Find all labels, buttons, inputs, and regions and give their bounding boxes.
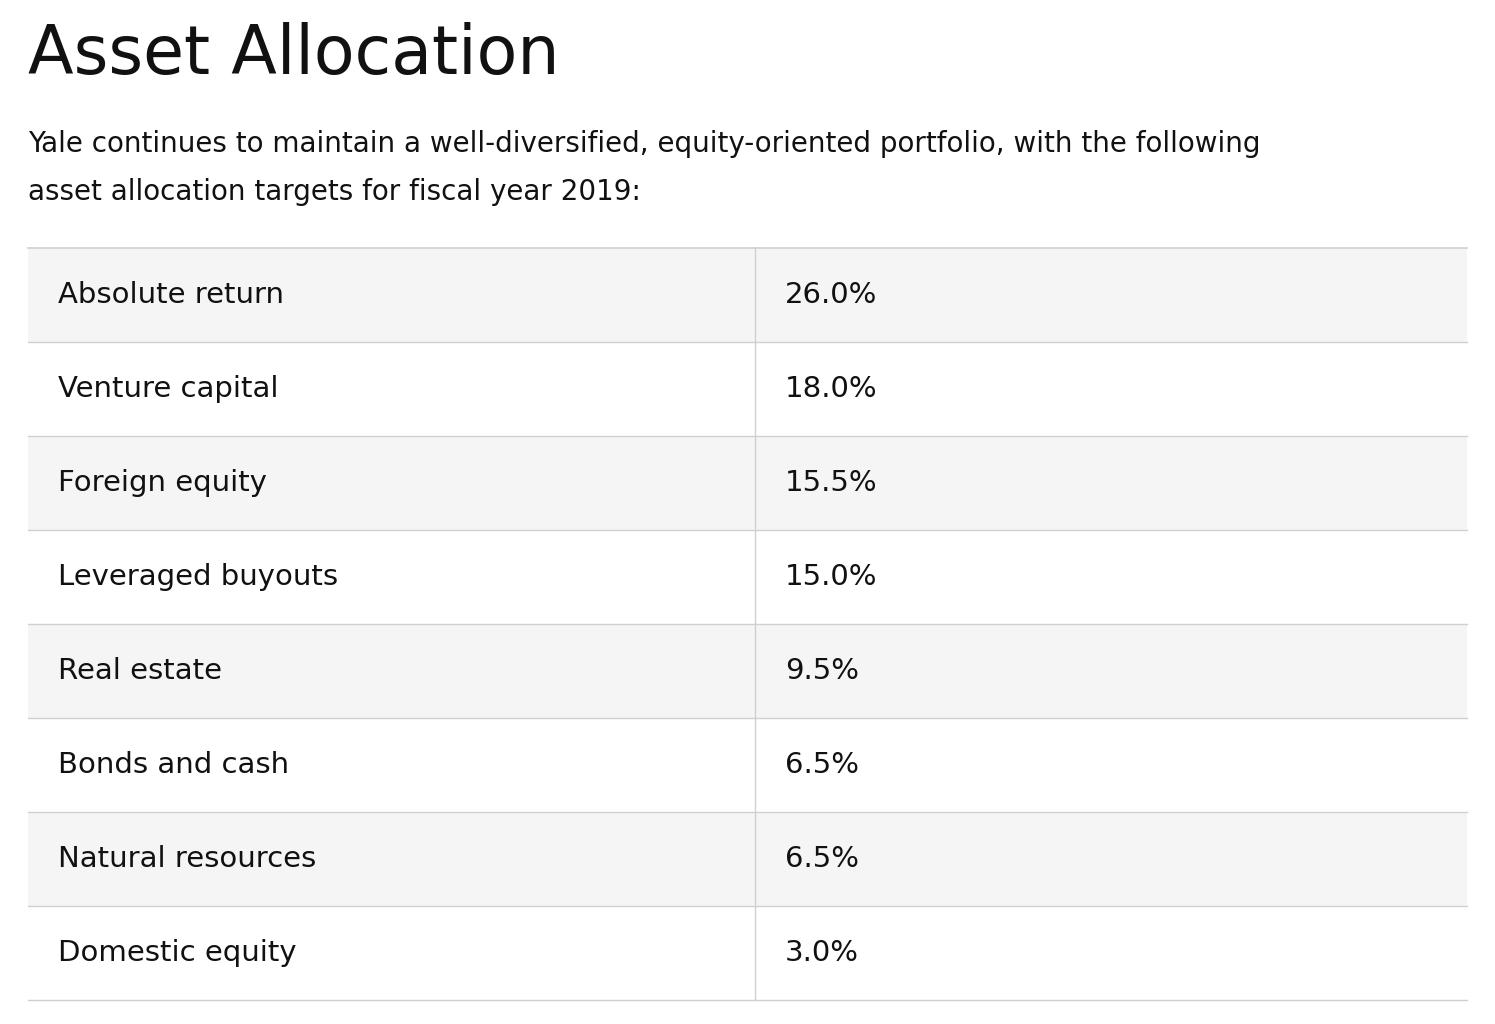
Bar	[28, 624, 1467, 718]
Text: Asset Allocation: Asset Allocation	[28, 22, 559, 88]
Text: 15.0%: 15.0%	[785, 563, 878, 591]
Bar	[28, 248, 1467, 342]
Text: Absolute return: Absolute return	[58, 281, 284, 309]
Text: Real estate: Real estate	[58, 657, 221, 685]
Text: 3.0%: 3.0%	[785, 939, 858, 967]
Text: 6.5%: 6.5%	[785, 751, 858, 779]
Bar	[28, 812, 1467, 906]
Text: asset allocation targets for fiscal year 2019:: asset allocation targets for fiscal year…	[28, 178, 641, 206]
Text: Leveraged buyouts: Leveraged buyouts	[58, 563, 338, 591]
Text: 6.5%: 6.5%	[785, 845, 858, 873]
Text: 15.5%: 15.5%	[785, 469, 878, 497]
Text: Yale continues to maintain a well-diversified, equity-oriented portfolio, with t: Yale continues to maintain a well-divers…	[28, 130, 1260, 158]
Bar	[28, 436, 1467, 530]
Text: 9.5%: 9.5%	[785, 657, 858, 685]
Bar	[28, 530, 1467, 624]
Bar	[28, 718, 1467, 812]
Text: Natural resources: Natural resources	[58, 845, 317, 873]
Bar	[28, 906, 1467, 1000]
Text: 18.0%: 18.0%	[785, 375, 878, 403]
Text: Foreign equity: Foreign equity	[58, 469, 268, 497]
Text: 26.0%: 26.0%	[785, 281, 878, 309]
Text: Domestic equity: Domestic equity	[58, 939, 296, 967]
Text: Bonds and cash: Bonds and cash	[58, 751, 289, 779]
Text: Venture capital: Venture capital	[58, 375, 278, 403]
Bar	[28, 342, 1467, 436]
